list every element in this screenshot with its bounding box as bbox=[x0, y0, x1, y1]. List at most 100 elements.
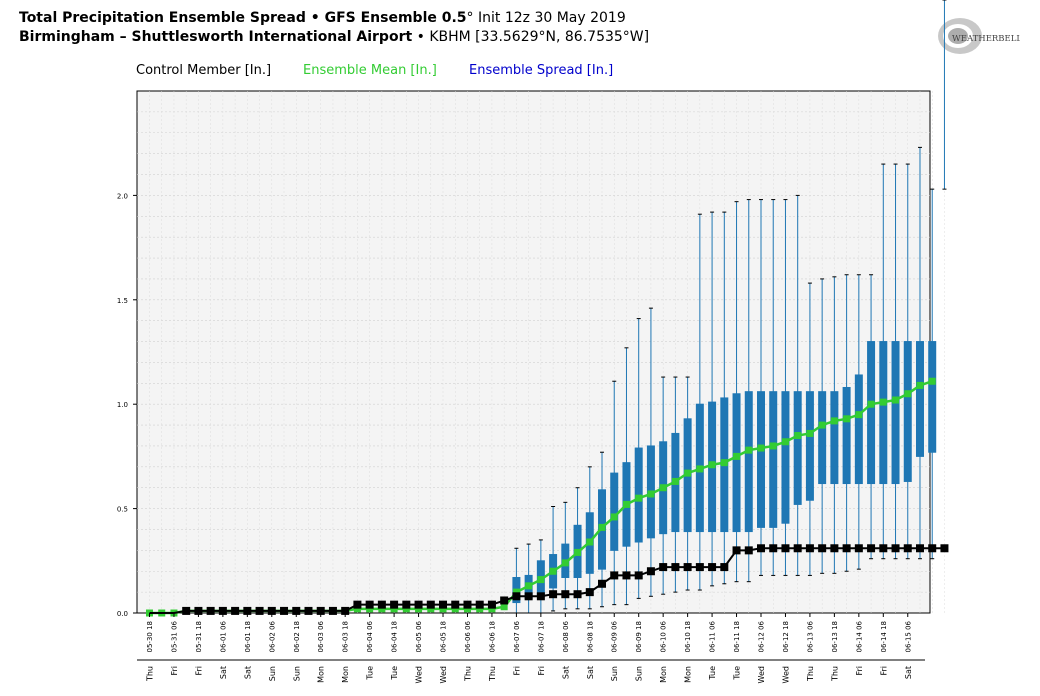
day-label: Sat bbox=[904, 666, 913, 679]
x-tick-label: 05-30 18 bbox=[146, 621, 154, 652]
x-tick-label: 06-06 18 bbox=[488, 621, 496, 652]
x-tick-label: 05-31 18 bbox=[195, 621, 203, 652]
control-point bbox=[708, 563, 717, 572]
control-point bbox=[622, 571, 631, 580]
control-point bbox=[377, 600, 386, 609]
day-label: Sat bbox=[586, 666, 595, 679]
control-point bbox=[903, 544, 912, 553]
mean-point bbox=[745, 446, 753, 454]
mean-point bbox=[916, 381, 924, 389]
x-tick-label: 06-06 06 bbox=[464, 620, 472, 652]
day-label: Fri bbox=[879, 666, 888, 676]
mean-point bbox=[598, 523, 606, 531]
x-tick-label: 06-07 18 bbox=[537, 621, 545, 652]
y-axis: 0.0 0.5 1.0 1.5 2.0 bbox=[117, 192, 137, 618]
mean-point bbox=[415, 605, 423, 613]
control-point bbox=[757, 544, 765, 553]
legend-control: Control Member [In.] bbox=[136, 63, 272, 78]
day-label: Mon bbox=[341, 666, 350, 683]
plot-background bbox=[136, 90, 931, 614]
mean-point bbox=[574, 548, 582, 556]
day-label: Fri bbox=[537, 666, 546, 676]
day-label: Wed bbox=[781, 666, 790, 683]
x-tick-label: 06-11 06 bbox=[709, 620, 717, 652]
mean-point bbox=[525, 582, 533, 590]
control-point bbox=[879, 544, 888, 553]
day-label: Tue bbox=[390, 666, 399, 681]
spread-box bbox=[867, 341, 876, 485]
control-point bbox=[280, 606, 289, 615]
day-label: Sun bbox=[268, 666, 277, 681]
x-tick-label: 06-01 06 bbox=[219, 620, 227, 652]
spread-box bbox=[732, 393, 741, 533]
control-point bbox=[390, 600, 399, 609]
control-point bbox=[353, 600, 362, 609]
spread-box bbox=[842, 386, 851, 485]
x-tick-label: 06-12 18 bbox=[782, 621, 790, 652]
control-point bbox=[439, 600, 448, 609]
control-point bbox=[414, 600, 423, 609]
control-point bbox=[500, 596, 509, 605]
y-tick-label: 0.0 bbox=[117, 610, 128, 618]
spread-box bbox=[805, 391, 814, 501]
x-tick-label: 06-05 06 bbox=[415, 620, 423, 652]
mean-point bbox=[549, 567, 557, 575]
x-tick-label: 06-02 18 bbox=[293, 621, 301, 652]
spread-box bbox=[928, 341, 937, 453]
spread-box bbox=[903, 341, 912, 482]
day-label: Wed bbox=[439, 666, 448, 683]
control-point bbox=[744, 546, 753, 555]
control-point bbox=[292, 606, 301, 615]
control-point bbox=[316, 606, 325, 615]
control-point bbox=[732, 546, 741, 555]
control-point bbox=[781, 544, 790, 553]
mean-point bbox=[720, 459, 728, 467]
spread-box bbox=[793, 391, 802, 505]
mean-point bbox=[696, 465, 704, 473]
x-tick-label: 06-04 06 bbox=[366, 620, 374, 652]
x-tick-label: 06-08 06 bbox=[562, 620, 570, 652]
control-point bbox=[830, 544, 839, 553]
mean-point bbox=[659, 484, 667, 492]
control-point bbox=[451, 600, 460, 609]
x-tick-label: 06-03 06 bbox=[317, 620, 325, 652]
x-tick-label: 06-09 06 bbox=[611, 620, 619, 652]
mean-point bbox=[769, 442, 777, 450]
control-point bbox=[867, 544, 876, 553]
chart-title: Total Precipitation Ensemble Spread • GF… bbox=[19, 10, 626, 26]
mean-point bbox=[500, 603, 508, 611]
mean-point bbox=[402, 605, 410, 613]
control-point bbox=[402, 600, 411, 609]
control-point bbox=[561, 590, 570, 599]
title-text: Total Precipitation Ensemble Spread • GF… bbox=[19, 10, 467, 26]
mean-point bbox=[928, 377, 936, 385]
mean-point bbox=[879, 398, 887, 406]
mean-point bbox=[378, 605, 386, 613]
mean-point bbox=[830, 417, 838, 425]
y-tick-label: 1.5 bbox=[117, 297, 128, 305]
control-point bbox=[940, 544, 949, 553]
x-tick-label: 06-09 18 bbox=[635, 621, 643, 652]
control-point bbox=[206, 606, 215, 615]
control-point bbox=[218, 606, 227, 615]
mean-point bbox=[622, 500, 630, 508]
mean-point bbox=[353, 605, 361, 613]
day-label: Mon bbox=[317, 666, 326, 683]
control-point bbox=[475, 600, 484, 609]
mean-point bbox=[892, 396, 900, 404]
mean-point bbox=[537, 576, 545, 584]
day-label: Thu bbox=[488, 666, 497, 682]
x-tick-label: 06-10 06 bbox=[660, 620, 668, 652]
spread-box bbox=[879, 341, 888, 485]
mean-point bbox=[806, 429, 814, 437]
day-label: Fri bbox=[512, 666, 521, 676]
control-point bbox=[634, 571, 643, 580]
day-label: Tue bbox=[708, 666, 717, 681]
day-label: Thu bbox=[806, 666, 815, 682]
control-series bbox=[149, 544, 949, 615]
x-tick-label: 06-01 18 bbox=[244, 621, 252, 652]
mean-point bbox=[439, 605, 447, 613]
mean-point bbox=[647, 490, 655, 498]
control-point bbox=[267, 606, 276, 615]
